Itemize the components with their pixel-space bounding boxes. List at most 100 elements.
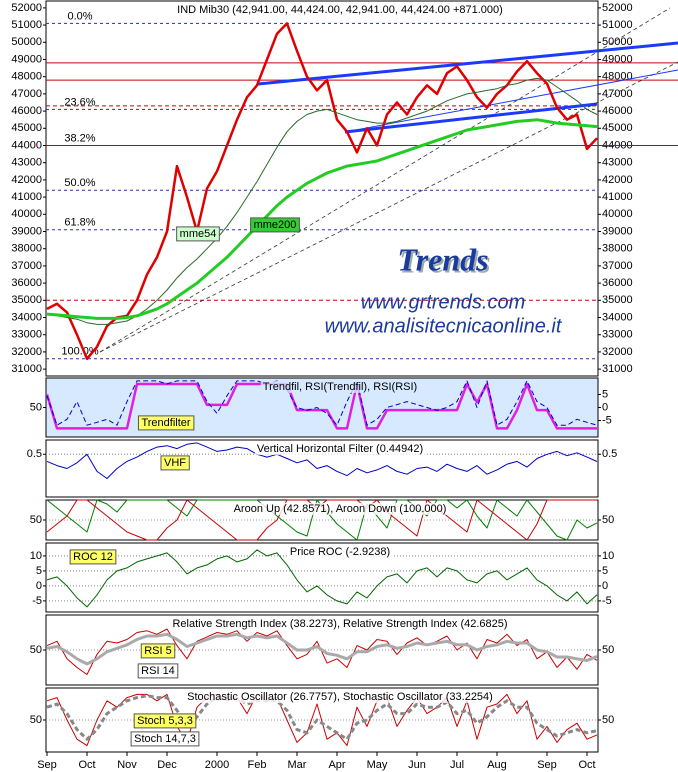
y-tick-label: 45000	[11, 122, 42, 134]
y-tick-label: 36000	[602, 277, 633, 289]
title-bg	[254, 442, 426, 455]
y-tick-label: 49000	[602, 53, 633, 65]
y-tick-label: 42000	[11, 174, 42, 186]
legend-label: VHF	[164, 457, 186, 469]
panel-frame	[45, 0, 599, 377]
y-tick-label: 44000	[11, 139, 42, 151]
y-tick-label: 34000	[11, 311, 42, 323]
legend-label: Stoch 14,7,3	[134, 733, 196, 745]
y-tick-label: 46000	[602, 105, 633, 117]
fib-label: 50.0%	[64, 177, 95, 189]
y-tick-label: 50	[602, 714, 614, 726]
watermark-shadow: Trends	[399, 243, 490, 279]
legend-label: mme200	[254, 219, 297, 231]
legend-label: Stoch 5,3,3	[137, 715, 193, 727]
panel-title: Vertical Horizontal Filter (0.44942)	[257, 443, 423, 455]
title-bg	[231, 502, 449, 515]
series-line	[46, 632, 598, 666]
trend-line	[344, 102, 598, 134]
x-tick-label: Jun	[408, 759, 426, 771]
legend-label: ROC 12	[73, 551, 113, 563]
panel-title: Relative Strength Index (38.2273), Relat…	[172, 618, 507, 630]
y-tick-label: 10	[602, 550, 614, 562]
legend-box	[130, 731, 200, 747]
y-tick-label: 39000	[11, 225, 42, 237]
x-tick-label: Aug	[487, 759, 507, 771]
watermark-url: www.analisitecnicaonline.it	[325, 315, 563, 337]
y-tick-label: 38000	[602, 243, 633, 255]
y-tick-label: 52000	[602, 2, 633, 14]
x-tick-label: Dec	[157, 759, 177, 771]
title-bg	[287, 545, 393, 558]
y-tick-label: 50	[30, 644, 42, 656]
y-tick-label: 40000	[11, 208, 42, 220]
x-tick-label: Sep	[537, 759, 557, 771]
y-tick-label: -5	[602, 595, 612, 607]
legend-label: Trendfilter	[141, 417, 190, 429]
y-tick-label: 42000	[602, 174, 633, 186]
y-tick-label: 50000	[11, 36, 42, 48]
title-bg	[185, 690, 495, 703]
y-tick-label: 31000	[602, 363, 633, 375]
panel-title: Aroon Up (42.8571), Aroon Down (100.000)	[234, 503, 447, 515]
y-tick-label: 0	[36, 580, 42, 592]
y-tick-label: 52000	[11, 2, 42, 14]
trend-line	[257, 41, 678, 86]
y-tick-label: 50	[602, 514, 614, 526]
trend-lines	[99, 7, 678, 353]
legend-box	[140, 643, 176, 659]
y-tick-label: 50000	[602, 36, 633, 48]
y-tick-label: 49000	[11, 53, 42, 65]
y-tick-label: 43000	[11, 157, 42, 169]
y-tick-label: 33000	[11, 329, 42, 341]
title-bg	[170, 617, 510, 630]
panel-title: Price ROC (-2.9238)	[290, 546, 390, 558]
fib-label: 38.2%	[64, 132, 95, 144]
x-tick-label: 2000	[205, 759, 229, 771]
y-tick-label: 37000	[602, 260, 633, 272]
y-tick-label: 40000	[602, 208, 633, 220]
y-tick-label: 0.5	[602, 448, 617, 460]
legend-box	[160, 455, 190, 471]
fib-label: 23.6%	[64, 96, 95, 108]
x-tick-label: Oct	[78, 759, 95, 771]
legend-box	[137, 663, 179, 679]
y-tick-label: -5	[602, 414, 612, 426]
fib-label: 61.8%	[64, 217, 95, 229]
title-bg	[175, 3, 505, 16]
y-tick-label: 35000	[11, 294, 42, 306]
panel-title: IND Mib30 (42,941.00, 44,424.00, 42,941.…	[177, 4, 503, 16]
series-line	[46, 628, 598, 675]
legend-box	[133, 713, 197, 729]
panel-title: Stochastic Oscillator (26.7757), Stochas…	[187, 691, 493, 703]
y-tick-label: 5	[602, 388, 608, 400]
y-tick-label: 51000	[602, 19, 633, 31]
series-line	[46, 22, 598, 361]
x-tick-label: Apr	[328, 759, 345, 771]
y-tick-label: 41000	[11, 191, 42, 203]
x-tick-label: Feb	[248, 759, 267, 771]
y-tick-label: 50	[602, 644, 614, 656]
y-tick-label: 50	[30, 714, 42, 726]
series-line	[46, 549, 598, 608]
y-tick-label: 36000	[11, 277, 42, 289]
y-tick-label: 34000	[602, 311, 633, 323]
trend-line	[99, 7, 671, 353]
panel-title: Trendfil, RSI(Trendfil), RSI(RSI)	[263, 381, 417, 393]
x-tick-label: Sep	[37, 759, 57, 771]
y-tick-label: 47000	[11, 88, 42, 100]
y-tick-label: 33000	[602, 329, 633, 341]
y-tick-label: 46000	[11, 105, 42, 117]
y-tick-label: 38000	[11, 243, 42, 255]
y-tick-label: 32000	[602, 346, 633, 358]
x-tick-label: Nov	[117, 759, 137, 771]
y-tick-label: 51000	[11, 19, 42, 31]
y-tick-label: 0	[602, 580, 608, 592]
y-tick-label: 5	[602, 565, 608, 577]
y-tick-label: 48000	[11, 71, 42, 83]
y-tick-label: 0	[602, 401, 608, 413]
series-line	[46, 442, 598, 479]
y-tick-label: 39000	[602, 225, 633, 237]
title-bg	[260, 380, 420, 393]
